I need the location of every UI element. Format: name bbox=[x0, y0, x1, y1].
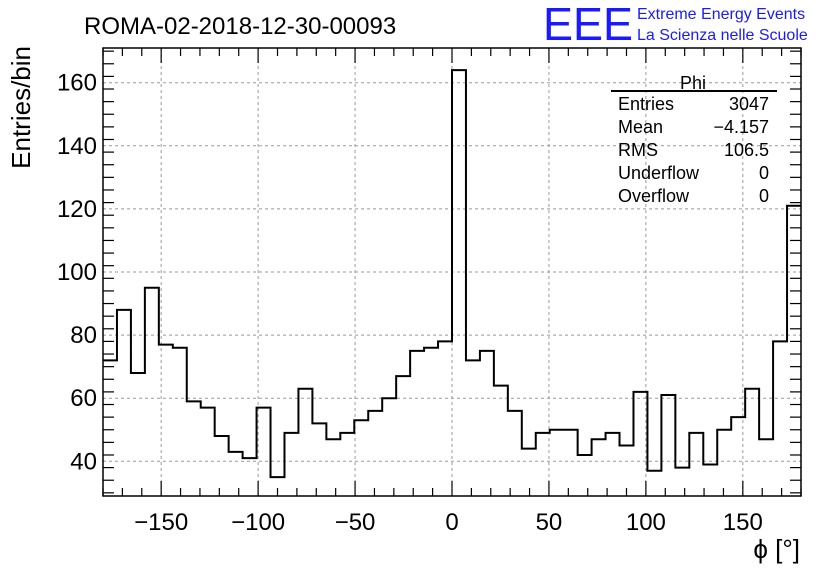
histogram-bin-21 bbox=[396, 376, 410, 496]
histogram-bin-31 bbox=[536, 433, 550, 496]
histogram-bin-28 bbox=[494, 386, 508, 496]
histogram-bin-42 bbox=[689, 433, 703, 496]
histogram-bin-16 bbox=[326, 439, 340, 496]
histogram-bin-23 bbox=[424, 348, 438, 496]
x-tick-label: −50 bbox=[335, 509, 376, 536]
histogram-bin-41 bbox=[675, 468, 689, 496]
axes bbox=[102, 47, 802, 497]
x-tick-label: −150 bbox=[134, 509, 188, 536]
histogram-bin-17 bbox=[340, 433, 354, 496]
histogram-bin-7 bbox=[201, 408, 215, 496]
y-tick-label: 140 bbox=[57, 133, 97, 160]
x-tick-label: 0 bbox=[445, 509, 458, 536]
y-tick-label: 60 bbox=[70, 385, 97, 412]
histogram-bin-1 bbox=[117, 310, 131, 496]
histogram-bin-47 bbox=[759, 439, 773, 496]
histogram-bin-22 bbox=[410, 351, 424, 496]
stats-label-entries: Entries bbox=[618, 94, 674, 114]
histogram-bin-9 bbox=[229, 452, 243, 496]
histogram-bin-33 bbox=[564, 430, 578, 496]
histogram-bin-36 bbox=[606, 433, 620, 496]
stats-label-overflow: Overflow bbox=[618, 186, 690, 206]
histogram-bin-5 bbox=[173, 348, 187, 496]
histogram-bin-4 bbox=[159, 345, 173, 496]
eee-logo: EEE bbox=[543, 0, 633, 50]
histogram-bin-20 bbox=[382, 398, 396, 496]
histogram-bin-43 bbox=[703, 464, 717, 496]
histogram-bin-38 bbox=[633, 392, 647, 496]
histogram-bin-24 bbox=[438, 341, 452, 496]
stats-value-entries: 3047 bbox=[729, 94, 769, 114]
stats-box: Phi Entries 3047 Mean −4.157 RMS 106.5 U… bbox=[611, 73, 777, 206]
stats-value-underflow: 0 bbox=[759, 163, 769, 183]
histogram-bin-15 bbox=[312, 423, 326, 496]
histogram-bin-18 bbox=[354, 420, 368, 496]
histogram-bin-32 bbox=[550, 430, 564, 496]
stats-label-rms: RMS bbox=[618, 140, 658, 160]
logo-line-2: La Scienza nelle Scuole bbox=[637, 27, 808, 44]
histogram-outline bbox=[103, 69, 801, 479]
tick-labels: −150 −100 −50 0 50 100 150 40 60 80 100 120 140 160 bbox=[57, 70, 763, 536]
x-tick-label: 150 bbox=[723, 509, 763, 536]
histogram-bin-29 bbox=[508, 411, 522, 496]
histogram-bin-8 bbox=[215, 436, 229, 496]
histogram-bin-34 bbox=[578, 455, 592, 496]
x-tick-label: 50 bbox=[536, 509, 563, 536]
histogram-series bbox=[103, 69, 801, 496]
histogram-bin-35 bbox=[592, 439, 606, 496]
histogram-bin-26 bbox=[466, 360, 480, 496]
histogram-bin-3 bbox=[145, 288, 159, 496]
histogram-bin-2 bbox=[131, 373, 145, 496]
histogram-bin-10 bbox=[243, 458, 257, 496]
stats-label-mean: Mean bbox=[618, 117, 663, 137]
histogram-bin-46 bbox=[745, 389, 759, 496]
histogram-bin-44 bbox=[717, 430, 731, 496]
histogram-bin-48 bbox=[773, 341, 787, 496]
y-tick-label: 40 bbox=[70, 448, 97, 475]
histogram-bin-27 bbox=[480, 351, 494, 496]
histogram-bin-0 bbox=[103, 360, 117, 496]
stats-value-rms: 106.5 bbox=[724, 140, 769, 160]
histogram-bin-25 bbox=[452, 70, 466, 496]
histogram-bin-30 bbox=[522, 449, 536, 496]
y-tick-label: 160 bbox=[57, 70, 97, 97]
stats-label-underflow: Underflow bbox=[618, 163, 700, 183]
stats-title: Phi bbox=[680, 73, 706, 93]
histogram-bin-39 bbox=[647, 471, 661, 496]
histogram-bin-14 bbox=[298, 389, 312, 496]
histogram-bin-19 bbox=[368, 411, 382, 496]
x-tick-label: 100 bbox=[626, 509, 666, 536]
y-tick-label: 100 bbox=[57, 259, 97, 286]
histogram-bin-40 bbox=[661, 395, 675, 496]
y-tick-label: 120 bbox=[57, 196, 97, 223]
y-tick-label: 80 bbox=[70, 322, 97, 349]
logo-line-1: Extreme Energy Events bbox=[637, 6, 805, 23]
x-axis-label: ϕ [°] bbox=[753, 534, 800, 564]
y-axis-label: Entries/bin bbox=[6, 46, 36, 169]
stats-value-overflow: 0 bbox=[759, 186, 769, 206]
histogram-bin-13 bbox=[284, 433, 298, 496]
x-tick-label: −100 bbox=[231, 509, 285, 536]
run-title: ROMA-02-2018-12-30-00093 bbox=[84, 13, 396, 40]
histogram-bin-6 bbox=[187, 401, 201, 496]
stats-value-mean: −4.157 bbox=[713, 117, 769, 137]
histogram-bin-49 bbox=[787, 206, 801, 496]
